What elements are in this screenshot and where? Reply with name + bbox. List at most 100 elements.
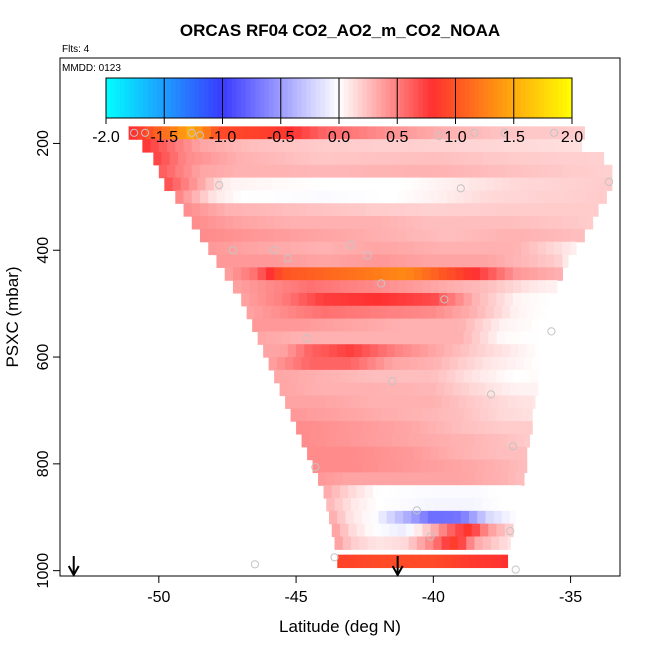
colorbar-cell — [422, 78, 429, 118]
heatmap-cell — [337, 510, 347, 525]
heatmap-cell — [359, 472, 369, 486]
heatmap-cell — [378, 344, 388, 358]
heatmap-cell — [191, 216, 201, 230]
heatmap-cell — [411, 177, 421, 192]
heatmap-cell — [386, 382, 396, 397]
heatmap-cell — [326, 395, 336, 409]
heatmap-cell — [400, 126, 410, 140]
heatmap-cell — [293, 318, 303, 333]
heatmap-cell — [397, 190, 407, 204]
heatmap-cell — [298, 203, 308, 217]
heatmap-cell — [145, 126, 154, 140]
heatmap-cell — [444, 344, 454, 358]
colorbar-cell — [320, 78, 326, 118]
heatmap-cell — [532, 151, 541, 166]
heatmap-cell — [257, 203, 267, 217]
heatmap-row — [337, 554, 509, 569]
heatmap-cell — [474, 498, 484, 512]
heatmap-cell — [455, 280, 465, 294]
heatmap-cell — [331, 139, 341, 153]
heatmap-cell — [460, 344, 470, 358]
heatmap-cell — [200, 203, 209, 217]
heatmap-cell — [342, 536, 352, 550]
heatmap-cell — [356, 241, 366, 256]
heatmap-cell — [334, 357, 344, 371]
colorbar-cell — [138, 78, 144, 118]
heatmap-cell — [381, 267, 391, 281]
heatmap-cell — [142, 139, 152, 153]
heatmap-cell — [241, 139, 251, 153]
heatmap-cell — [304, 382, 314, 397]
heatmap-cell — [389, 216, 399, 230]
heatmap-cell — [340, 139, 349, 153]
heatmap-cell — [353, 421, 363, 435]
heatmap-cell — [422, 369, 432, 384]
colorbar-cell — [264, 78, 270, 118]
heatmap-cell — [526, 382, 536, 397]
heatmap-cell — [490, 536, 500, 550]
heatmap-cell — [359, 498, 369, 512]
heatmap-cell — [562, 241, 572, 256]
heatmap-cell — [298, 228, 308, 243]
heatmap-cell — [224, 139, 234, 153]
heatmap-cell — [411, 382, 421, 397]
heatmap-cell — [458, 151, 467, 166]
sample-point — [270, 246, 279, 255]
heatmap-cell — [257, 164, 267, 179]
heatmap-cell — [361, 421, 371, 435]
heatmap-cell — [573, 126, 583, 140]
heatmap-cell — [474, 536, 484, 550]
heatmap-cell — [208, 139, 218, 153]
heatmap-cell — [449, 536, 459, 550]
heatmap-cell — [584, 177, 594, 192]
heatmap-cell — [496, 369, 506, 384]
heatmap-cell — [554, 164, 563, 179]
heatmap-cell — [570, 203, 580, 217]
colorbar-cell — [497, 78, 503, 118]
heatmap-cell — [378, 510, 388, 525]
heatmap-cell — [414, 139, 423, 153]
heatmap-cell — [364, 190, 374, 204]
colorbar-cell — [525, 78, 531, 118]
heatmap-cell — [312, 305, 322, 320]
heatmap-cell — [183, 203, 193, 217]
heatmap-cell — [386, 344, 396, 358]
sample-point — [434, 131, 443, 141]
heatmap-cell — [405, 190, 415, 204]
heatmap-cell — [361, 305, 371, 320]
heatmap-cell — [488, 292, 498, 307]
heatmap-cell — [515, 498, 520, 512]
heatmap-cell — [197, 177, 207, 192]
heatmap-cell — [397, 523, 407, 538]
heatmap-cell — [474, 151, 484, 166]
heatmap-cell — [383, 498, 393, 512]
heatmap-cell — [438, 485, 448, 499]
heatmap-cell — [534, 382, 539, 397]
colorbar-cell — [446, 78, 452, 118]
sample-point — [346, 240, 356, 249]
heatmap-cell — [249, 241, 259, 256]
heatmap-cell — [323, 139, 333, 153]
heatmap-cell — [480, 216, 489, 230]
heatmap-cell — [356, 267, 366, 281]
colorbar-cell — [427, 78, 433, 118]
heatmap-row — [164, 177, 613, 192]
heatmap-cell — [433, 357, 443, 371]
heatmap-cell — [158, 139, 168, 153]
colorbar-cell — [376, 78, 382, 118]
heatmap-cell — [249, 280, 259, 294]
heatmap-cell — [397, 292, 407, 307]
heatmap-cell — [471, 228, 481, 243]
heatmap-cell — [463, 203, 473, 217]
heatmap-cell — [438, 216, 448, 230]
heatmap-cell — [257, 331, 267, 345]
heatmap-cell — [507, 536, 511, 550]
heatmap-cell — [367, 472, 377, 486]
heatmap-cell — [414, 408, 423, 422]
heatmap-cell — [545, 228, 555, 243]
heatmap-cell — [342, 433, 352, 448]
heatmap-cell — [430, 190, 440, 204]
heatmap-cell — [375, 357, 385, 371]
heatmap-cell — [372, 292, 382, 307]
heatmap-cell — [326, 357, 336, 371]
